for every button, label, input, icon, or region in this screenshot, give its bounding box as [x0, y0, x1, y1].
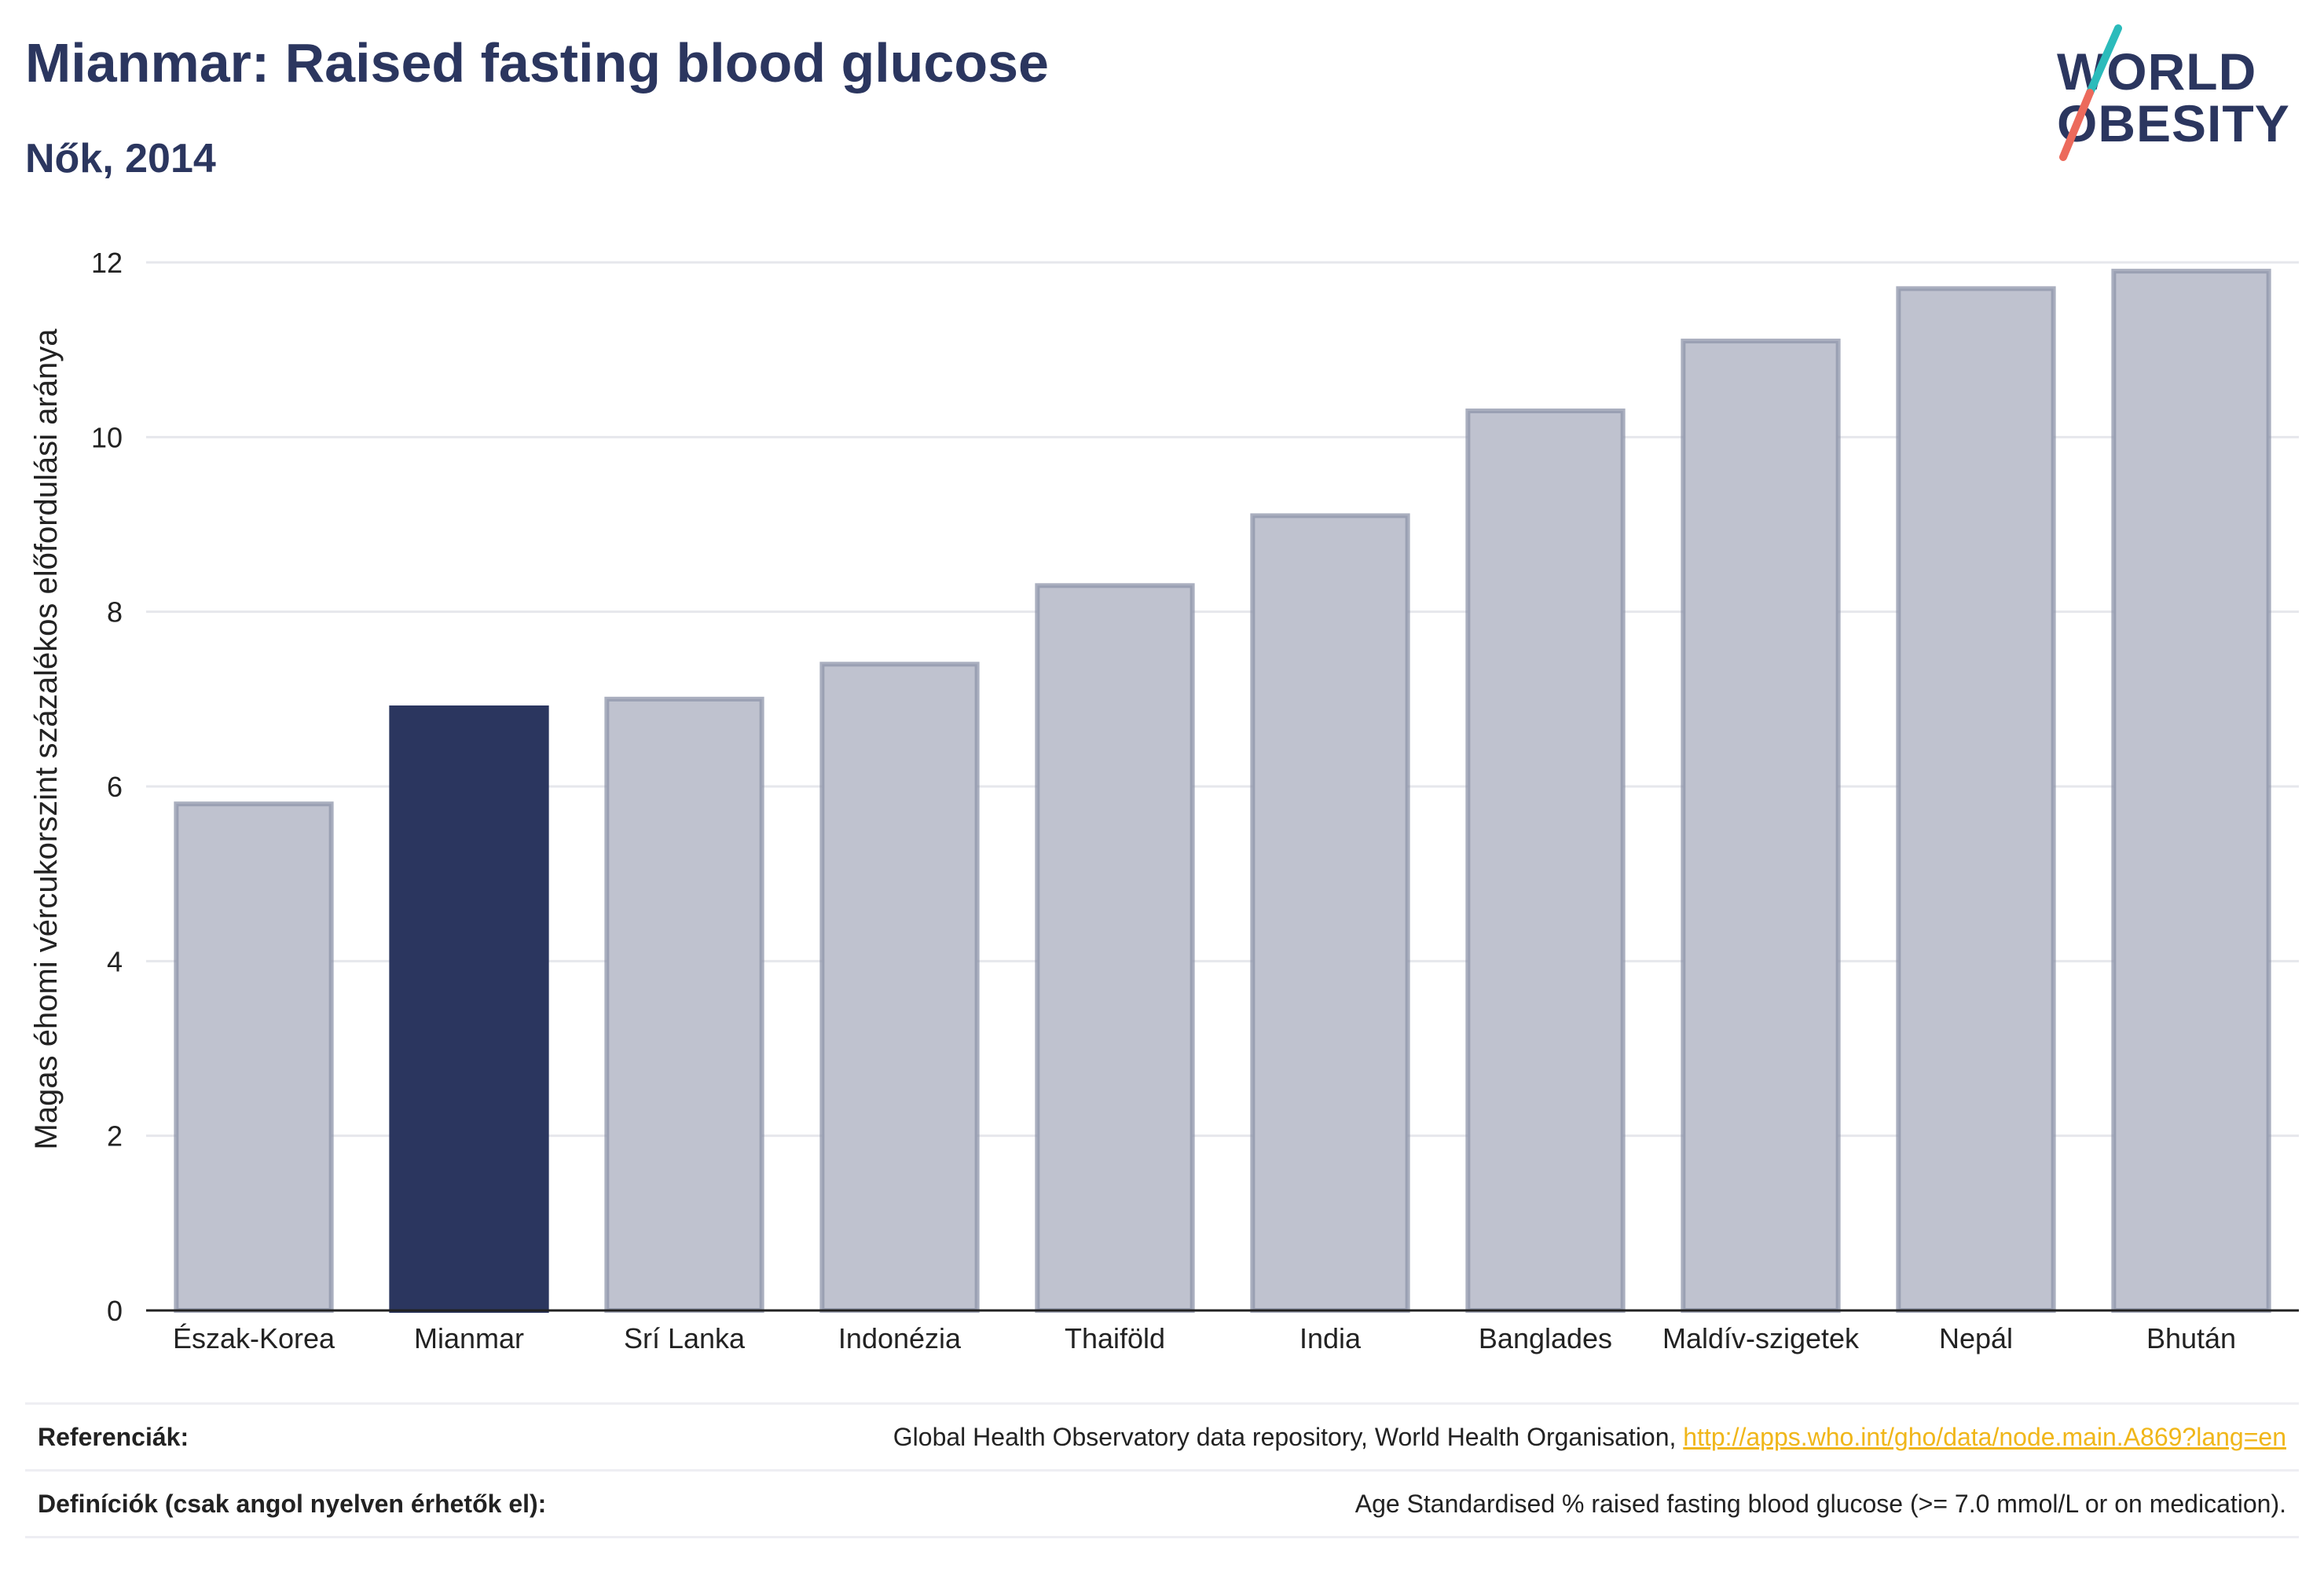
bar-5[interactable]: [1250, 513, 1410, 1313]
chart-title: Mianmar: Raised fasting blood glucose: [25, 32, 1049, 93]
x-tick-label: Srí Lanka: [624, 1322, 746, 1354]
x-tick-label: Mianmar: [414, 1322, 524, 1354]
world-obesity-logo[interactable]: WORLD OBESITY: [2035, 19, 2302, 168]
chart-subtitle: Nők, 2014: [25, 136, 216, 181]
x-tick-label: Maldív-szigetek: [1662, 1322, 1860, 1354]
bar-7[interactable]: [1681, 339, 1841, 1313]
definitions-row: Definíciók (csak angol nyelven érhetők e…: [25, 1469, 2299, 1538]
definitions-text: Age Standardised % raised fasting blood …: [1354, 1489, 2286, 1518]
logo-slash-icon: [2059, 24, 2122, 161]
references-value: Global Health Observatory data repositor…: [893, 1423, 2299, 1452]
bar-6[interactable]: [1465, 408, 1626, 1314]
y-tick-label: 0: [107, 1295, 123, 1327]
bar-2[interactable]: [604, 696, 764, 1313]
references-link[interactable]: http://apps.who.int/gho/data/node.main.A…: [1683, 1422, 2286, 1451]
x-tick-label: Nepál: [1939, 1322, 2013, 1354]
references-text: Global Health Observatory data repositor…: [893, 1422, 1677, 1451]
bar-3[interactable]: [819, 662, 980, 1313]
y-tick-label: 12: [91, 247, 123, 279]
definitions-label: Definíciók (csak angol nyelven érhetők e…: [38, 1489, 547, 1518]
bar-8[interactable]: [1896, 286, 2056, 1314]
x-tick-label: Indonézia: [838, 1322, 962, 1354]
y-tick-label: 10: [91, 421, 123, 453]
logo-word-obesity: OBESITY: [2057, 94, 2290, 152]
x-tick-label: India: [1299, 1322, 1362, 1354]
references-table: Referenciák: Global Health Observatory d…: [25, 1402, 2299, 1538]
x-tick-label: Thaiföld: [1065, 1322, 1165, 1354]
y-tick-label: 6: [107, 771, 123, 803]
y-tick-label: 8: [107, 596, 123, 629]
references-label: Referenciák:: [38, 1422, 189, 1451]
axis-labels: 0 2 4 6 8 10 12 Észak-Korea Mianmar Srí Lanka Indo…: [29, 247, 2236, 1354]
bar-1[interactable]: [389, 705, 549, 1313]
x-tick-label: Észak-Korea: [173, 1322, 335, 1354]
references-row: Referenciák: Global Health Observatory d…: [25, 1402, 2299, 1469]
y-tick-label: 2: [107, 1120, 123, 1153]
bar-0[interactable]: [174, 801, 334, 1313]
bar-4[interactable]: [1035, 583, 1195, 1313]
bars: [174, 269, 2271, 1314]
x-tick-label: Banglades: [1479, 1322, 1612, 1354]
x-tick-label: Bhután: [2146, 1322, 2236, 1354]
bar-9[interactable]: [2111, 269, 2271, 1313]
y-axis-title: Magas éhomi vércukorszint százalékos elő…: [29, 328, 64, 1150]
y-tick-label: 4: [107, 945, 123, 977]
